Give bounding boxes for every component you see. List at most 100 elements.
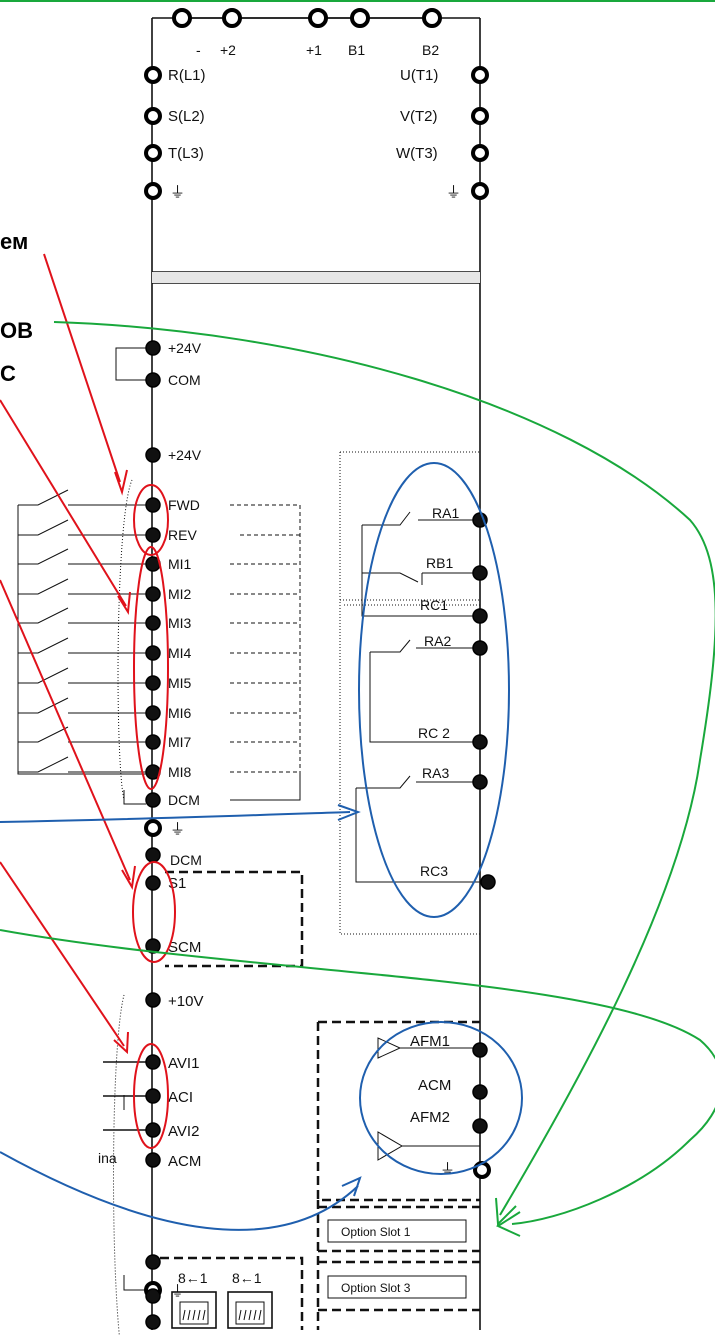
option-slots: Option Slot 1 Option Slot 3 [316, 1200, 480, 1330]
terminal-scm [145, 938, 161, 954]
label-mi2: MI2 [168, 586, 192, 602]
option-slot-3-label: Option Slot 3 [341, 1281, 411, 1295]
red-highlights [132, 484, 176, 1149]
terminal-fwd [145, 497, 161, 513]
terminal-rj-b [145, 1288, 161, 1304]
ground-icon: ⏚ [440, 1161, 455, 1178]
ground-icon: ⏚ [170, 821, 185, 838]
terminal-s [144, 107, 162, 125]
analog-outputs: AFM1 ACM AFM2 ⏚ [316, 1020, 491, 1202]
terminal-s1 [145, 875, 161, 891]
label-aci: ACI [168, 1089, 193, 1106]
clipped-text: ina [98, 1150, 117, 1166]
terminal-u [471, 66, 489, 84]
terminal-b1 [350, 8, 370, 28]
switch-mi7 [18, 726, 153, 743]
label-acm-out: ACM [418, 1077, 451, 1094]
label-rev: REV [168, 527, 197, 543]
rj45-label-2: 8←1 [232, 1270, 262, 1286]
label-scm: SCM [168, 939, 201, 956]
terminal-dcm [145, 792, 161, 808]
terminal-w [471, 144, 489, 162]
terminal-acm-out [472, 1084, 488, 1100]
terminal-24v-a [145, 340, 161, 356]
switch-fwd [18, 489, 153, 506]
blue-highlights [358, 462, 523, 1175]
terminal-mi5 [145, 675, 161, 691]
label-mi1: MI1 [168, 556, 192, 572]
label-mi8: MI8 [168, 764, 192, 780]
label-avi2: AVI2 [168, 1123, 199, 1140]
terminal-ground-in [144, 182, 162, 200]
switch-mi6 [18, 697, 153, 714]
switch-rev [18, 519, 153, 536]
option-slot-3-box [327, 1275, 467, 1299]
terminal-ra3 [472, 774, 488, 790]
digital-input-terminals: FWD REV MI1 MI2 MI3 MI4 MI5 MI6 MI7 MI8 … [145, 497, 301, 808]
power-terminals: R(L1) S(L2) T(L3) ⏚ U(T1) V(T2) W(T3) ⏚ [144, 66, 489, 201]
terminal-10v [145, 992, 161, 1008]
highlight-fwd-rev [133, 484, 169, 556]
label-24v-b: +24V [168, 447, 202, 463]
option-slot-1-label: Option Slot 1 [341, 1225, 411, 1239]
label-com: COM [168, 372, 201, 388]
terminal-mi2 [145, 586, 161, 602]
label-ra1: RA1 [432, 505, 459, 521]
terminal-r [144, 66, 162, 84]
label-afm1: AFM1 [410, 1033, 450, 1050]
label-s-l2: S(L2) [168, 108, 205, 125]
terminal-plus1 [308, 8, 328, 28]
supply-terminals: +24V COM +24V [115, 340, 202, 463]
label-mi6: MI6 [168, 705, 192, 721]
label-fwd: FWD [168, 497, 200, 513]
rj45-label-1: 8←1 [178, 1270, 208, 1286]
top-label-plus1: +1 [306, 42, 322, 58]
terminal-afm1 [472, 1042, 488, 1058]
terminal-mi4 [145, 645, 161, 661]
label-t-l3: T(L3) [168, 145, 204, 162]
ground-icon: ⏚ [446, 184, 461, 201]
top-label-minus: - [196, 42, 201, 58]
left-label-ob: ОВ [0, 318, 33, 343]
top-label-b2: B2 [422, 42, 439, 58]
label-mi3: MI3 [168, 615, 192, 631]
label-24v-a: +24V [168, 340, 202, 356]
label-u-t1: U(T1) [400, 67, 438, 84]
left-edge-labels: ем ОВ С [0, 229, 33, 386]
label-mi7: MI7 [168, 734, 192, 750]
switch-mi5 [18, 667, 153, 684]
drive-enclosure [151, 17, 481, 1330]
blue-arrows [0, 804, 362, 1231]
terminal-aci [145, 1088, 161, 1104]
highlight-analog-inputs [133, 1043, 169, 1149]
terminal-rj-a [145, 1254, 161, 1270]
terminal-plus2 [222, 8, 242, 28]
top-label-b1: B1 [348, 42, 365, 58]
label-dcm: DCM [168, 792, 200, 808]
terminal-dcm-2 [145, 847, 161, 863]
label-acm: ACM [168, 1153, 201, 1170]
terminal-mi3 [145, 615, 161, 631]
label-rc3: RC3 [420, 863, 448, 879]
label-mi5: MI5 [168, 675, 192, 691]
label-10v: +10V [168, 993, 203, 1010]
label-rc1: RC1 [420, 597, 448, 613]
switch-mi3 [18, 607, 153, 624]
terminal-acm [145, 1152, 161, 1168]
relay-outputs: RA1 RB1 RC1 RA2 RC 2 RA3 RC3 [339, 451, 496, 935]
terminal-mi7 [145, 734, 161, 750]
terminal-v [471, 107, 489, 125]
label-mi4: MI4 [168, 645, 192, 661]
rj45-block: 8←1 8←1 [145, 1254, 304, 1330]
label-v-t2: V(T2) [400, 108, 438, 125]
terminal-avi1 [145, 1054, 161, 1070]
ground-icon: ⏚ [170, 184, 185, 201]
label-avi1: AVI1 [168, 1055, 199, 1072]
terminal-t [144, 144, 162, 162]
highlight-relay-outputs [358, 462, 510, 918]
terminal-b2 [422, 8, 442, 28]
highlight-analog-outputs [359, 1021, 523, 1175]
switch-mi2 [18, 578, 153, 595]
